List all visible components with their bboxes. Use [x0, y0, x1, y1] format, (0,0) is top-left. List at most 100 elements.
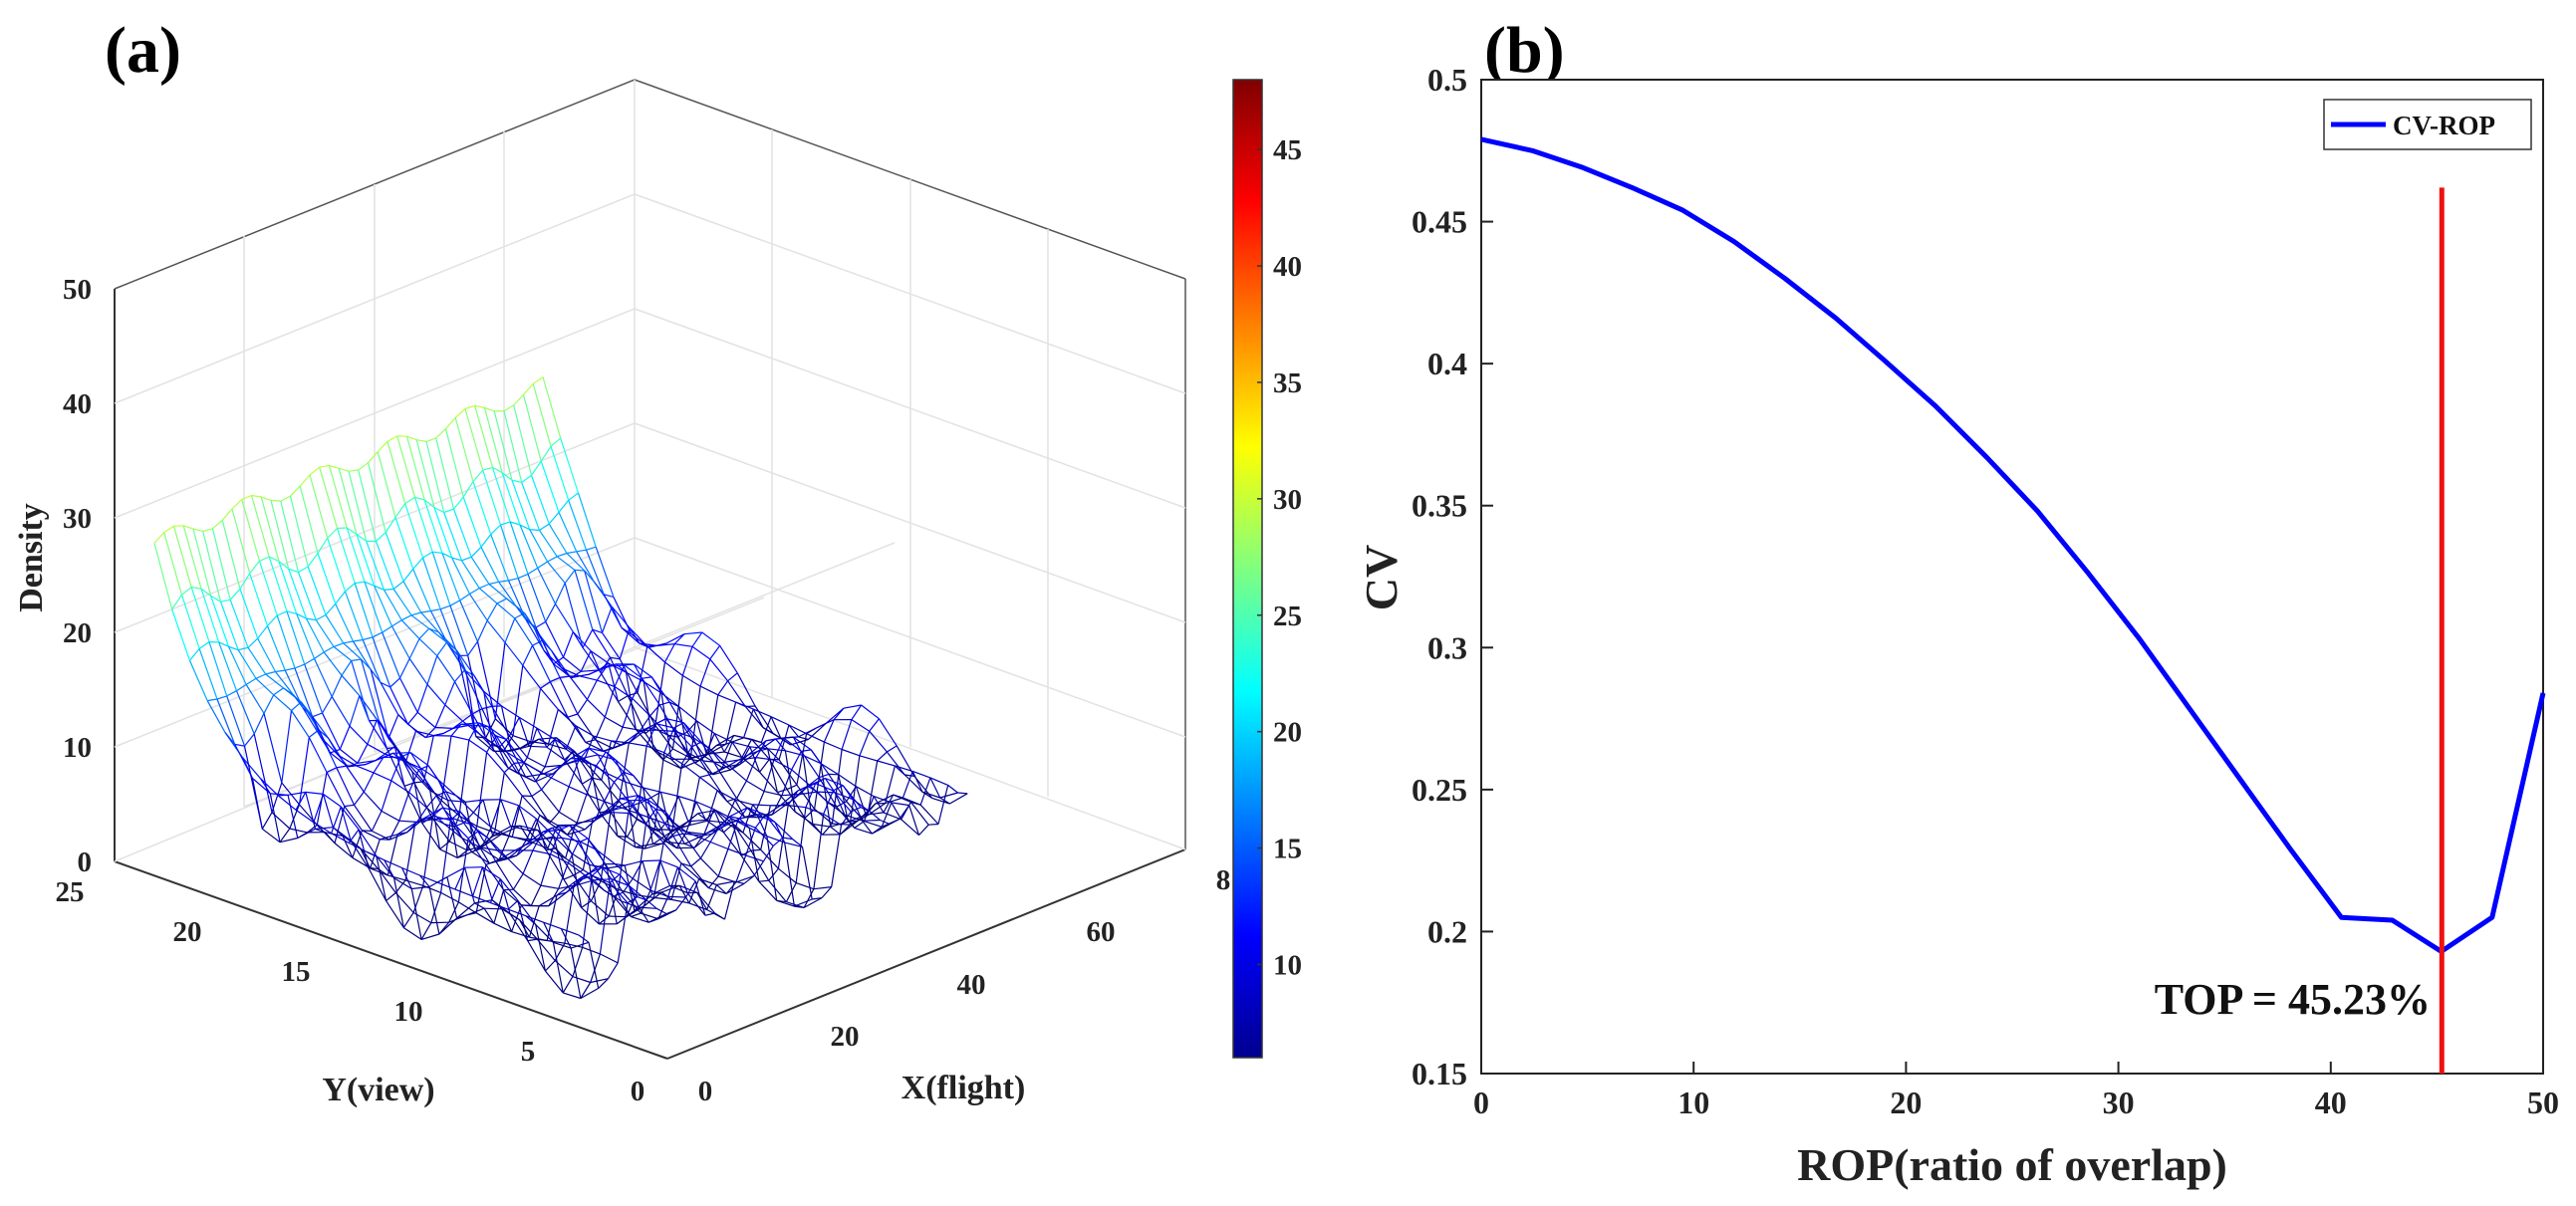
surface-wire-segment: [231, 499, 243, 510]
surface-wire-segment: [565, 748, 585, 762]
surface-wire-segment: [530, 884, 542, 906]
surface-wire-segment: [280, 500, 300, 573]
surface-wire-segment: [758, 879, 769, 882]
surface-wire-segment: [527, 574, 547, 622]
surface-wire-segment: [780, 736, 799, 739]
surface-wire-segment: [385, 532, 404, 582]
surface-wire-segment: [360, 847, 380, 869]
surface-wire-segment: [650, 797, 669, 820]
surface-wire-segment: [649, 859, 661, 891]
surface-wire-segment: [514, 617, 534, 646]
surface-wire-segment: [363, 636, 374, 641]
surface-wire-segment: [498, 580, 509, 583]
surface-wire-segment: [562, 631, 574, 658]
series-line-cv-rop: [1480, 136, 2546, 954]
surface-wire-segment: [422, 735, 434, 783]
surface-wire-segment: [472, 799, 484, 814]
surface-wire-segment: [713, 733, 725, 753]
surface-wire-segment: [796, 733, 808, 786]
surface-wire-segment: [704, 756, 723, 769]
surface-wire-segment: [949, 793, 968, 805]
surface-wire-segment: [640, 889, 651, 914]
surface-wire-segment: [403, 782, 414, 787]
surface-wire-segment: [381, 810, 400, 822]
surface-wire-segment: [663, 752, 682, 765]
surface-wire-segment: [267, 614, 278, 626]
surface-wire-segment: [564, 881, 576, 944]
surface-wire-segment: [563, 878, 583, 908]
surface-wire-segment: [806, 733, 825, 743]
surface-wire-segment: [753, 860, 765, 877]
surface-wire-segment: [542, 376, 562, 439]
surface-wire-segment: [328, 738, 348, 767]
surface-wire-segment: [539, 814, 558, 827]
surface-wire-segment: [613, 895, 632, 917]
surface-wire-segment: [576, 551, 596, 583]
surface-wire-segment: [740, 854, 760, 882]
surface-wire-segment: [404, 823, 416, 881]
surface-wire-segment: [641, 802, 660, 833]
surface-wire-segment: [744, 706, 764, 729]
surface-wire-segment: [298, 566, 309, 574]
surface-wire-segment: [535, 818, 547, 850]
surface-wire-segment: [208, 641, 228, 697]
surface-wire-segment: [423, 499, 435, 509]
surface-wire-segment: [581, 777, 593, 785]
surface-wire-segment: [855, 786, 867, 816]
surface-wire-segment: [482, 799, 494, 837]
surface-wire-segment: [564, 570, 576, 584]
surface-wire-segment: [606, 867, 618, 924]
x-tick: 0: [698, 1076, 713, 1107]
surface-wire-segment: [597, 679, 616, 688]
surface-wire-segment: [591, 900, 610, 917]
surface-wire-segment: [856, 786, 875, 798]
surface-wire-segment: [881, 818, 901, 828]
surface-wire-segment: [513, 393, 524, 406]
surface-wire-segment: [869, 730, 888, 753]
surface-wire-segment: [375, 541, 394, 590]
surface-wire-segment: [440, 820, 451, 893]
surface-wire-segment: [788, 724, 807, 735]
surface-wire-segment: [330, 752, 349, 768]
surface-wire-segment: [255, 673, 266, 679]
surface-wire-segment: [376, 855, 387, 901]
surface-wire-segment: [928, 823, 939, 826]
surface-wire-segment: [622, 805, 633, 809]
surface-wire-segment: [483, 407, 503, 473]
surface-wire-segment: [326, 767, 338, 773]
surface-wire-segment: [410, 611, 421, 616]
surface-wire-segment: [368, 451, 379, 464]
surface-wire-segment: [498, 854, 518, 860]
surface-wire-segment: [370, 867, 388, 876]
surface-wire-segment: [538, 894, 558, 907]
surface-wire-segment: [585, 549, 605, 596]
surface-wire-segment: [851, 719, 871, 732]
surface-wire-segment: [257, 637, 277, 672]
surface-wire-segment: [721, 741, 733, 769]
surface-wire-segment: [257, 625, 268, 639]
surface-wire-segment: [654, 829, 672, 831]
surface-wire-segment: [597, 754, 609, 775]
surface-wire-segment: [509, 735, 528, 758]
surface-wire-segment: [686, 892, 706, 916]
surface-wire-segment: [454, 888, 473, 897]
surface-wire-segment: [602, 798, 621, 815]
surface-wire-segment: [697, 813, 708, 822]
surface-wire-segment: [280, 495, 291, 502]
surface-wire-segment: [568, 500, 588, 551]
surface-wire-segment: [402, 569, 414, 583]
surface-wire-segment: [688, 902, 707, 911]
surface-wire-segment: [503, 410, 523, 483]
surface-wire-segment: [384, 588, 394, 591]
surface-wire-segment: [875, 794, 894, 805]
surface-wire-segment: [707, 875, 719, 889]
surface-wire-segment: [762, 805, 781, 819]
surface-wire-segment: [488, 584, 508, 600]
surface-wire-segment: [556, 737, 575, 752]
surface-wire-segment: [372, 830, 390, 841]
surface-wire-segment: [929, 777, 948, 786]
surface-wire-segment: [859, 730, 871, 757]
surface-wire-segment: [652, 832, 671, 845]
surface-wire-segment: [420, 609, 431, 613]
surface-wire-segment: [489, 858, 508, 864]
